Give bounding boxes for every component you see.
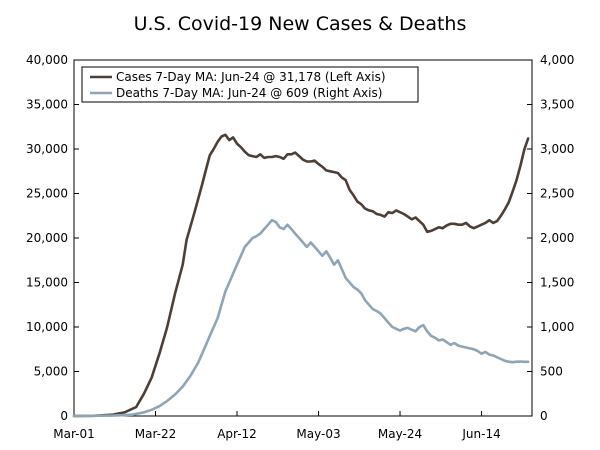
plot-area [73,59,533,417]
legend: Cases 7-Day MA: Jun-24 @ 31,178 (Left Ax… [81,66,419,103]
right-tick-label: 4,000 [540,53,574,67]
legend-label: Cases 7-Day MA: Jun-24 @ 31,178 (Left Ax… [116,70,386,84]
right-tick-label: 3,500 [540,98,574,112]
legend-label: Deaths 7-Day MA: Jun-24 @ 609 (Right Axi… [116,86,382,100]
x-tick-label: Apr-12 [217,427,257,441]
plot-frame [73,59,533,417]
left-tick-label: 5,000 [34,365,68,379]
right-tick-label: 2,500 [540,187,574,201]
x-tick-label: May-24 [378,427,422,441]
x-axis: Mar-01 Mar-22 Apr-12 May-03 May-24 Jun-14 [53,411,501,441]
right-tick-label: 1,500 [540,276,574,290]
left-tick-label: 25,000 [26,187,68,201]
right-tick-label: 2,000 [540,231,574,245]
right-axis: 0 500 1,000 1,500 2,000 2,500 3,000 3,500 4,000 [527,53,574,423]
right-tick-label: 500 [540,365,563,379]
left-tick-label: 15,000 [26,276,68,290]
left-tick-label: 0 [60,409,68,423]
right-tick-label: 3,000 [540,142,574,156]
deaths-series-line [72,218,530,418]
x-tick-label: Mar-01 [53,427,94,441]
left-tick-label: 20,000 [26,231,68,245]
left-tick-label: 35,000 [26,98,68,112]
x-tick-label: Mar-22 [135,427,176,441]
left-axis: 0 5,000 10,000 15,000 20,000 25,000 30,000 35,0… [26,53,79,423]
right-tick-label: 1,000 [540,320,574,334]
legend-box [81,66,419,103]
chart-title: U.S. Covid-19 New Cases & Deaths [134,13,467,35]
series-lines [72,133,530,418]
left-tick-label: 40,000 [26,53,68,67]
x-tick-label: May-03 [296,427,340,441]
right-tick-label: 0 [540,409,548,423]
cases-series-line [72,133,530,418]
left-tick-label: 30,000 [26,142,68,156]
left-tick-label: 10,000 [26,320,68,334]
x-tick-label: Jun-14 [461,427,500,441]
